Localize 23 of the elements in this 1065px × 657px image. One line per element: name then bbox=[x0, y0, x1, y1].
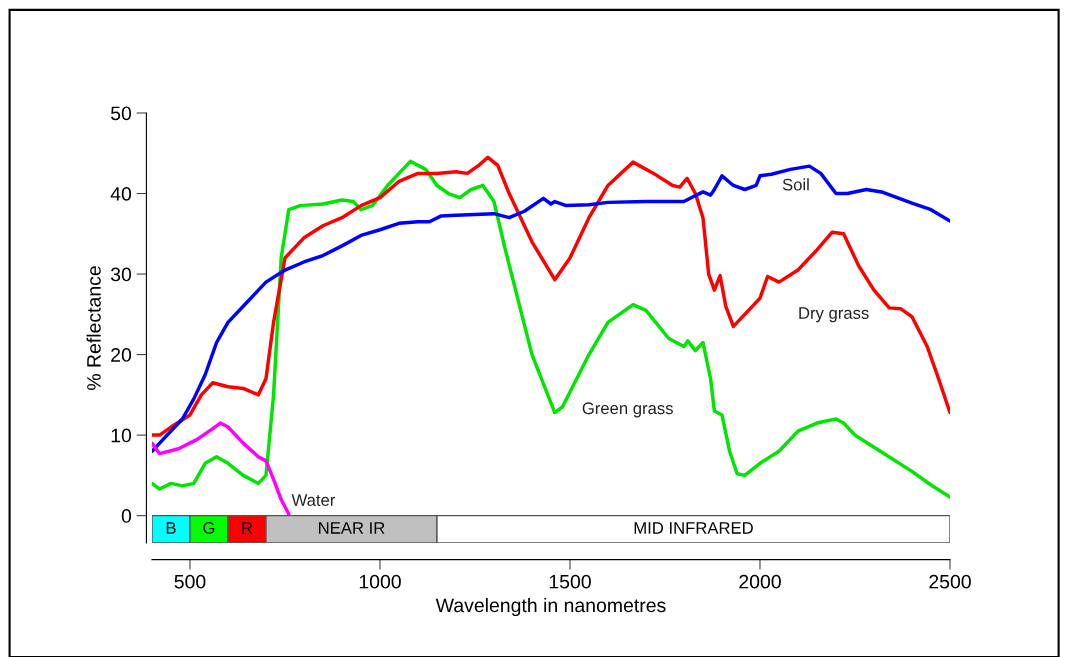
x-tick-label: 2500 bbox=[929, 574, 971, 589]
y-tick-label: 20 bbox=[111, 348, 132, 362]
series-label: Dry grass bbox=[799, 307, 869, 323]
y-tick-label: 30 bbox=[110, 267, 132, 282]
band-label: R bbox=[242, 522, 253, 534]
y-axis-title: % Reflectance bbox=[86, 266, 101, 390]
band-label: G bbox=[203, 521, 215, 534]
x-tick-label: 500 bbox=[174, 574, 206, 589]
series-label: Water bbox=[291, 494, 336, 506]
x-axis-title: Wavelength in nanometres bbox=[435, 597, 666, 617]
band-label: NEAR IR bbox=[319, 522, 385, 534]
series-label: Green grass bbox=[582, 402, 673, 418]
band-label: B bbox=[166, 522, 176, 534]
x-tick-label: 2000 bbox=[739, 574, 781, 589]
y-tick-label: 50 bbox=[110, 106, 132, 121]
y-tick-label: 10 bbox=[111, 428, 132, 443]
line-series bbox=[151, 421, 291, 516]
x-tick-label: 1000 bbox=[359, 574, 401, 589]
band-label: MID INFRARED bbox=[634, 522, 753, 534]
series-label: Soil bbox=[782, 178, 809, 191]
y-tick-label: 40 bbox=[110, 187, 132, 201]
x-tick-label: 1500 bbox=[549, 574, 591, 589]
y-tick-label: 0 bbox=[121, 509, 132, 523]
